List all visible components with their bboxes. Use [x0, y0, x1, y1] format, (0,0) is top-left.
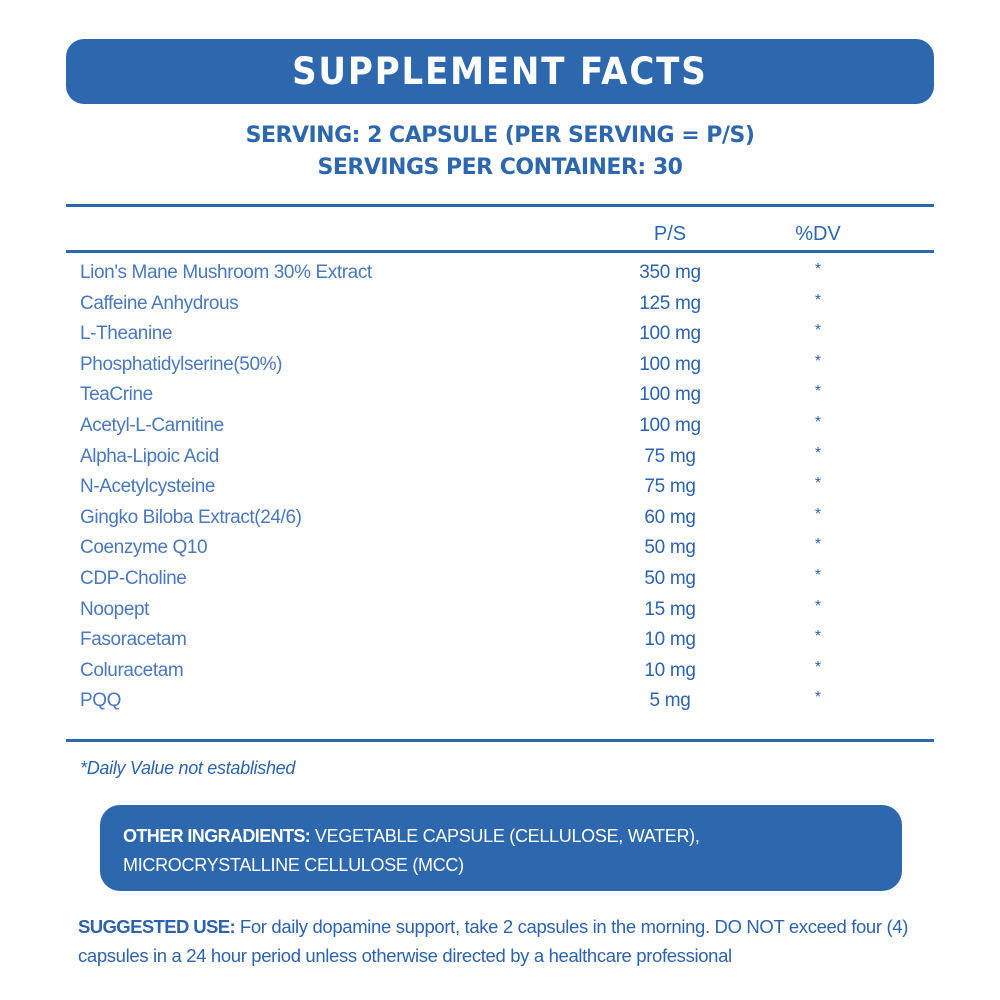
ingredient-name: CDP-Choline [80, 567, 187, 589]
ingredient-amount: 100 mg [639, 414, 701, 436]
ingredient-amount: 100 mg [639, 384, 701, 406]
ingredient-amount: 75 mg [644, 445, 696, 467]
table-header-rule [66, 250, 934, 253]
suggested-use-label: SUGGESTED USE: [78, 916, 236, 937]
ingredient-name: TeaCrine [80, 384, 153, 406]
ingredient-daily-value: * [814, 628, 822, 646]
serving-size: SERVING: 2 CAPSULE (PER SERVING = P/S) [245, 123, 755, 148]
servings-per-container: SERVINGS PER CONTAINER: 30 [317, 155, 683, 180]
ingredient-name: L-Theanine [80, 323, 173, 345]
ingredient-daily-value: * [814, 566, 822, 584]
table-bottom-rule [66, 739, 934, 742]
ingredient-name: Caffeine Anhydrous [80, 292, 239, 314]
table-row: Acetyl-L-Carnitine 100 mg * [0, 412, 1000, 443]
ingredient-daily-value: * [814, 505, 822, 523]
ingredient-amount: 100 mg [639, 353, 701, 375]
ingredient-amount: 15 mg [644, 598, 696, 620]
table-top-rule [66, 204, 934, 207]
ingredient-daily-value: * [814, 597, 822, 615]
ingredient-daily-value: * [814, 413, 822, 431]
table-row: Noopept 15 mg * [0, 596, 1000, 627]
ingredient-daily-value: * [814, 475, 822, 493]
ingredient-amount: 125 mg [639, 292, 701, 314]
ingredient-name: Fasoracetam [80, 629, 187, 651]
table-row: PQQ 5 mg * [0, 687, 1000, 718]
ingredient-name: Alpha-Lipoic Acid [80, 445, 219, 467]
table-row: Gingko Biloba Extract(24/6) 60 mg * [0, 504, 1000, 535]
column-header-per-serving: P/S [653, 223, 687, 245]
column-header-daily-value: %DV [795, 223, 841, 245]
ingredient-name: PQQ [80, 690, 122, 712]
other-ingredients-text: VEGETABLE CAPSULE (CELLULOSE, WATER), MI… [123, 826, 700, 875]
ingredient-name: Coenzyme Q10 [80, 537, 208, 559]
ingredient-amount: 75 mg [644, 476, 696, 498]
ingredient-daily-value: * [814, 658, 822, 676]
other-ingredients-box: OTHER INGRADIENTS: VEGETABLE CAPSULE (CE… [100, 805, 902, 891]
table-row: Coenzyme Q10 50 mg * [0, 534, 1000, 565]
ingredient-name: Gingko Biloba Extract(24/6) [80, 506, 302, 528]
ingredient-name: Noopept [80, 598, 150, 620]
ingredient-amount: 10 mg [644, 629, 696, 651]
suggested-use: SUGGESTED USE: For daily dopamine suppor… [78, 912, 938, 970]
ingredient-daily-value: * [814, 383, 822, 401]
ingredient-daily-value: * [814, 444, 822, 462]
ingredient-daily-value: * [814, 689, 822, 707]
ingredient-daily-value: * [814, 261, 822, 278]
ingredient-amount: 50 mg [644, 567, 696, 589]
table-row: Caffeine Anhydrous 125 mg * [0, 290, 1000, 321]
daily-value-footnote: *Daily Value not established [80, 758, 296, 778]
table-row: Phosphatidylserine(50%) 100 mg * [0, 351, 1000, 382]
table-row: Fasoracetam 10 mg * [0, 626, 1000, 657]
ingredient-name: N-Acetylcysteine [80, 476, 216, 498]
ingredient-amount: 5 mg [649, 690, 691, 712]
table-row: CDP-Choline 50 mg * [0, 565, 1000, 596]
table-row: TeaCrine 100 mg * [0, 381, 1000, 412]
ingredient-name: Acetyl-L-Carnitine [80, 414, 224, 436]
ingredient-amount: 60 mg [644, 506, 696, 528]
ingredient-daily-value: * [814, 536, 822, 554]
ingredient-name: Phosphatidylserine(50%) [80, 353, 283, 375]
suggested-use-text: For daily dopamine support, take 2 capsu… [78, 916, 909, 966]
ingredient-amount: 10 mg [644, 659, 696, 681]
ingredient-daily-value: * [814, 352, 822, 370]
ingredient-daily-value: * [814, 322, 822, 340]
ingredient-amount: 350 mg [639, 262, 701, 283]
ingredient-amount: 100 mg [639, 323, 701, 345]
table-row: Lion's Mane Mushroom 30% Extract 350 mg * [0, 259, 1000, 290]
ingredient-name: Lion's Mane Mushroom 30% Extract [80, 262, 372, 283]
other-ingredients-label: OTHER INGRADIENTS: [123, 826, 311, 846]
page-title: SUPPLEMENT FACTS [292, 50, 708, 93]
header-bar: SUPPLEMENT FACTS [66, 39, 934, 104]
ingredient-name: Coluracetam [80, 659, 184, 681]
ingredient-amount: 50 mg [644, 537, 696, 559]
ingredient-daily-value: * [814, 291, 822, 309]
table-row: Alpha-Lipoic Acid 75 mg * [0, 443, 1000, 474]
table-row: Coluracetam 10 mg * [0, 657, 1000, 688]
ingredient-table: Lion's Mane Mushroom 30% Extract 350 mg * C… [0, 259, 1000, 718]
table-row: N-Acetylcysteine 75 mg * [0, 473, 1000, 504]
table-row: L-Theanine 100 mg * [0, 320, 1000, 351]
